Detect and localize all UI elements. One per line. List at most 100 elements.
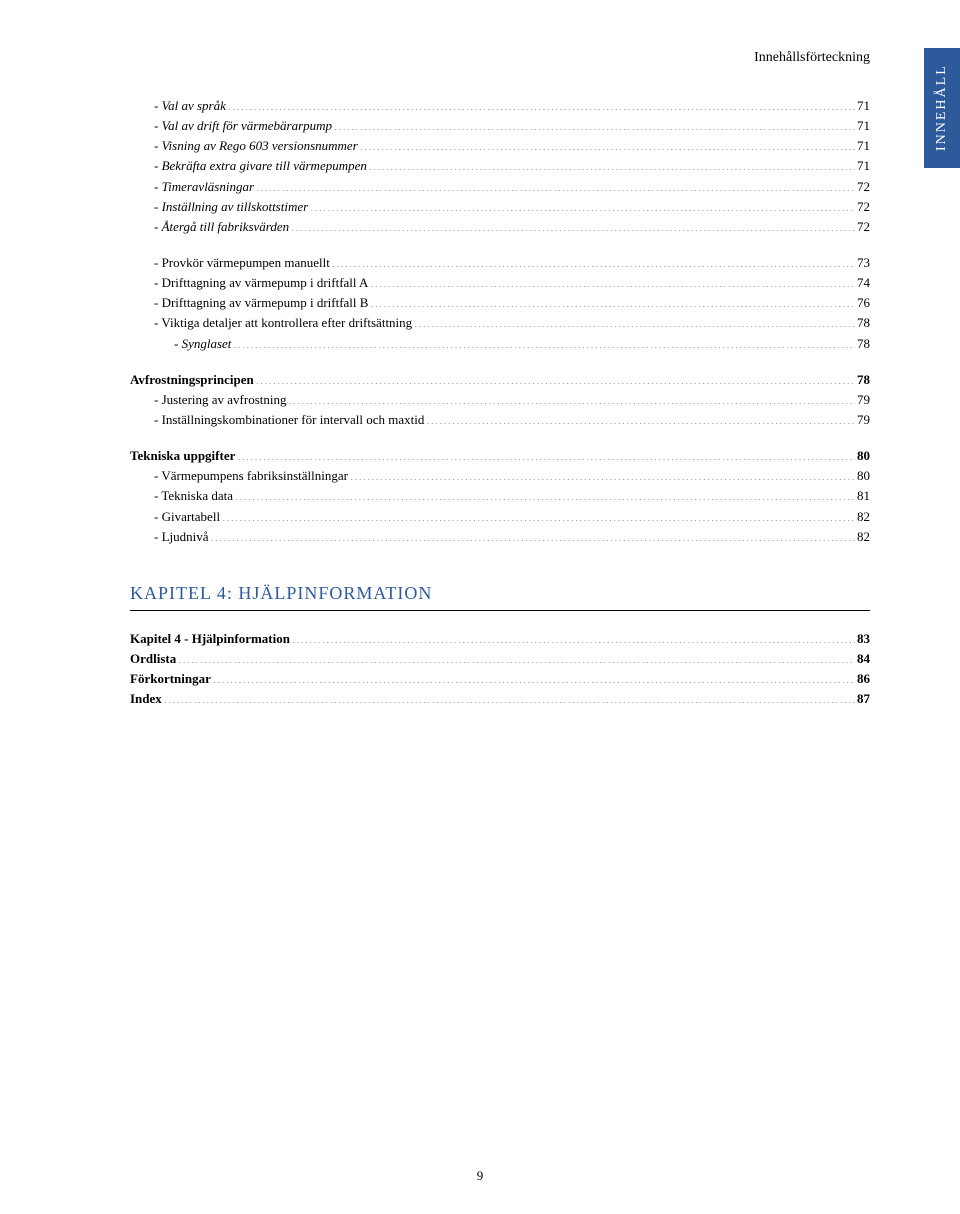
toc-entry-label: - Visning av Rego 603 versionsnummer <box>154 136 358 156</box>
toc-leader <box>233 335 855 348</box>
toc-entry-label: - Ljudnivå <box>154 527 209 547</box>
toc-entry-page: 78 <box>857 313 870 333</box>
toc-entry-label: Kapitel 4 - Hjälpinformation <box>130 629 290 649</box>
toc-entry-label: - Inställningskombinationer för interval… <box>154 410 424 430</box>
toc-leader <box>228 97 855 110</box>
toc-entry-page: 71 <box>857 156 870 176</box>
toc-entry-page: 73 <box>857 253 870 273</box>
toc-entry-label: Ordlista <box>130 649 176 669</box>
toc-entry-page: 71 <box>857 116 870 136</box>
toc-entry: - Visning av Rego 603 versionsnummer71 <box>130 136 870 156</box>
toc-entry-label: - Val av språk <box>154 96 226 116</box>
toc-leader <box>235 487 855 500</box>
toc-entry-page: 83 <box>857 629 870 649</box>
toc-entry-label: Avfrostningsprincipen <box>130 370 254 390</box>
toc-entry-page: 72 <box>857 177 870 197</box>
toc-entry-label: - Justering av avfrostning <box>154 390 287 410</box>
toc-entry-label: - Timeravläsningar <box>154 177 254 197</box>
toc-entry-page: 82 <box>857 507 870 527</box>
toc-entry: Förkortningar 86 <box>130 669 870 689</box>
toc-entry-label: - Värmepumpens fabriksinställningar <box>154 466 348 486</box>
toc-leader <box>164 690 855 703</box>
toc-entry: - Justering av avfrostning 79 <box>130 390 870 410</box>
toc-entry: - Ljudnivå 82 <box>130 527 870 547</box>
toc-entry-label: Tekniska uppgifter <box>130 446 235 466</box>
toc-entry-page: 72 <box>857 217 870 237</box>
toc-entry-label: - Återgå till fabriksvärden <box>154 217 289 237</box>
toc-leader <box>211 528 855 541</box>
toc-entry-page: 71 <box>857 96 870 116</box>
toc-entry-label: - Provkör värmepumpen manuellt <box>154 253 330 273</box>
toc-entry-page: 76 <box>857 293 870 313</box>
toc-entry-label: Förkortningar <box>130 669 211 689</box>
toc-entry: - Val av språk 71 <box>130 96 870 116</box>
toc-entry-page: 74 <box>857 273 870 293</box>
toc-entry: Index 87 <box>130 689 870 709</box>
toc-leader <box>310 198 855 211</box>
toc-entry-label: Index <box>130 689 162 709</box>
toc-entry: - Timeravläsningar 72 <box>130 177 870 197</box>
toc-group-2: - Provkör värmepumpen manuellt 73 - Driftt… <box>130 253 870 354</box>
toc-entry: - Tekniska data 81 <box>130 486 870 506</box>
toc-entry-label: - Viktiga detaljer att kontrollera efter… <box>154 313 412 333</box>
chapter-heading: KAPITEL 4: HJÄLPINFORMATION <box>130 583 870 604</box>
toc-leader <box>334 117 855 130</box>
toc-entry-page: 86 <box>857 669 870 689</box>
toc-group-chapter4: Kapitel 4 - Hjälpinformation 83 Ordlista 84… <box>130 629 870 710</box>
toc-entry: - Inställningskombinationer för interval… <box>130 410 870 430</box>
chapter-rule <box>130 610 870 611</box>
toc-entry: - Bekräfta extra givare till värmepumpen… <box>130 156 870 176</box>
toc-entry: - Synglaset 78 <box>130 334 870 354</box>
toc-entry-page: 78 <box>857 334 870 354</box>
toc-entry-page: 81 <box>857 486 870 506</box>
toc-leader <box>291 218 855 231</box>
toc-entry: - Drifttagning av värmepump i driftfall … <box>130 293 870 313</box>
toc-entry: - Värmepumpens fabriksinställningar 80 <box>130 466 870 486</box>
toc-entry: - Val av drift för värmebärarpump71 <box>130 116 870 136</box>
toc-entry: - Inställning av tillskottstimer 72 <box>130 197 870 217</box>
toc-entry: - Provkör värmepumpen manuellt 73 <box>130 253 870 273</box>
toc-leader <box>292 630 855 643</box>
toc-entry-page: 80 <box>857 446 870 466</box>
toc-leader <box>360 137 855 150</box>
toc-leader <box>370 294 855 307</box>
toc-leader <box>256 371 855 384</box>
toc-entry-page: 82 <box>857 527 870 547</box>
toc-group-1: - Val av språk71- Val av drift för värme… <box>130 96 870 237</box>
toc-entry-label: - Tekniska data <box>154 486 233 506</box>
toc-group-3: Avfrostningsprincipen78- Justering av av… <box>130 370 870 430</box>
toc-leader <box>369 157 855 170</box>
toc-entry: - Givartabell 82 <box>130 507 870 527</box>
toc-entry-label: - Drifttagning av värmepump i driftfall … <box>154 293 368 313</box>
toc-entry-page: 84 <box>857 649 870 669</box>
toc-leader <box>222 508 855 521</box>
toc-entry-label: - Synglaset <box>174 334 231 354</box>
page-title: Innehållsförteckning <box>130 50 870 66</box>
toc-leader <box>237 447 855 460</box>
toc-leader <box>256 178 855 191</box>
toc-leader <box>370 274 855 287</box>
toc-leader <box>350 467 855 480</box>
toc-entry-label: - Bekräfta extra givare till värmepumpen <box>154 156 367 176</box>
toc-group-4: Tekniska uppgifter80- Värmepumpens fabri… <box>130 446 870 547</box>
toc-entry-page: 79 <box>857 410 870 430</box>
toc-entry-page: 72 <box>857 197 870 217</box>
toc-leader <box>289 391 855 404</box>
toc-leader <box>213 670 855 683</box>
toc-entry-label: - Inställning av tillskottstimer <box>154 197 308 217</box>
toc-entry: Tekniska uppgifter 80 <box>130 446 870 466</box>
toc-leader <box>332 254 855 267</box>
toc-entry-page: 78 <box>857 370 870 390</box>
toc-entry: - Drifttagning av värmepump i driftfall … <box>130 273 870 293</box>
toc-entry: Avfrostningsprincipen 78 <box>130 370 870 390</box>
toc-entry: - Återgå till fabriksvärden 72 <box>130 217 870 237</box>
toc-entry-page: 87 <box>857 689 870 709</box>
toc-leader <box>178 650 855 663</box>
toc-entry-page: 80 <box>857 466 870 486</box>
toc-entry-label: - Drifttagning av värmepump i driftfall … <box>154 273 368 293</box>
toc-entry-page: 79 <box>857 390 870 410</box>
toc-entry: Kapitel 4 - Hjälpinformation 83 <box>130 629 870 649</box>
toc-entry-label: - Givartabell <box>154 507 220 527</box>
toc-entry: Ordlista 84 <box>130 649 870 669</box>
toc-entry: - Viktiga detaljer att kontrollera efter… <box>130 313 870 333</box>
